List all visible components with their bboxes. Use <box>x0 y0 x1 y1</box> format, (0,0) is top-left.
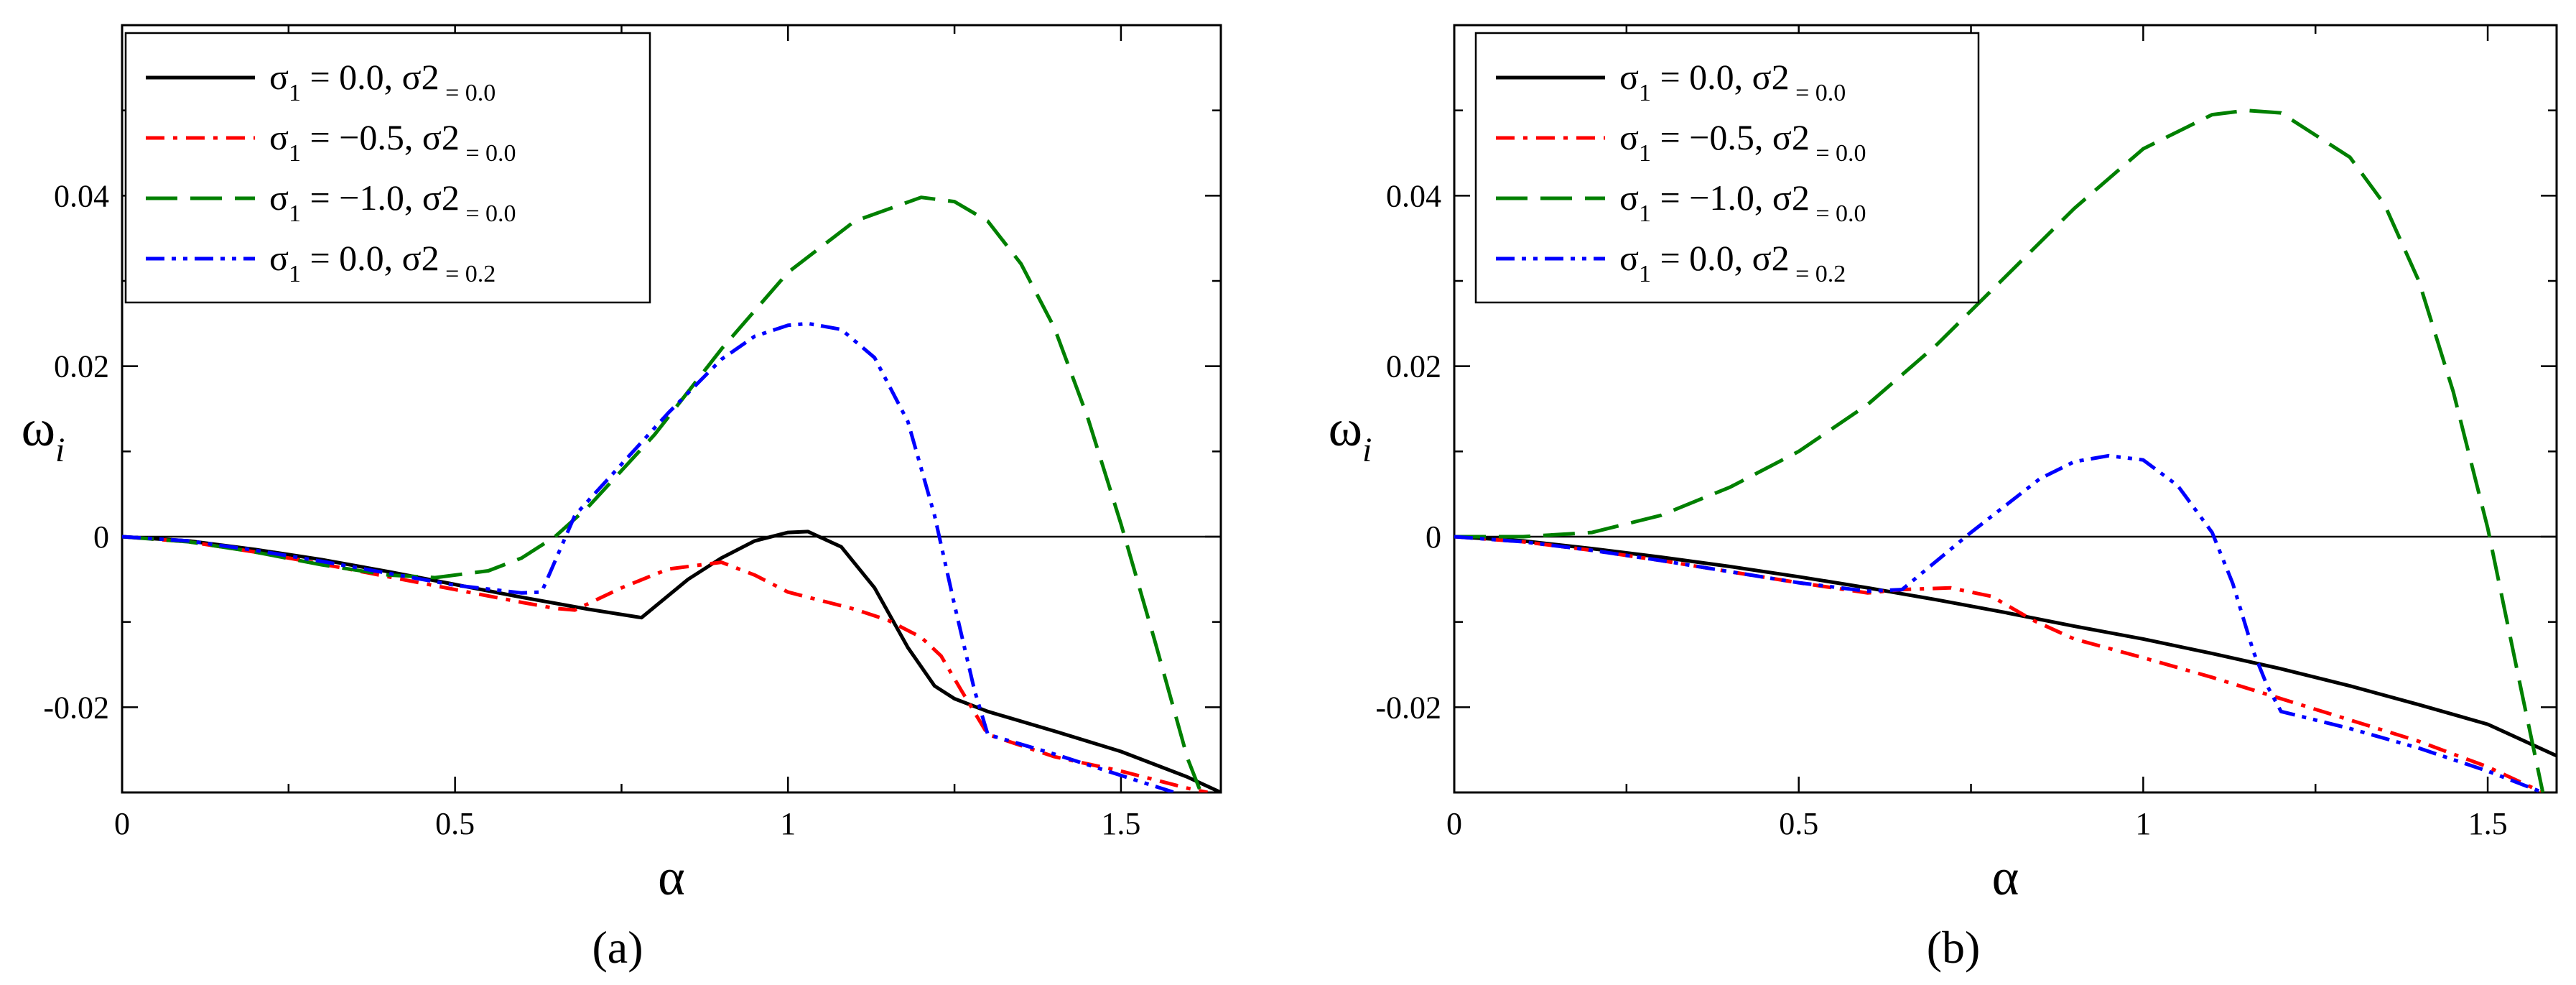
legend-text: = 0.0, σ <box>301 57 422 97</box>
plot-frame <box>121 24 1222 794</box>
legend-subscript: = 0.2 <box>1790 261 1846 287</box>
x-axis-label: α <box>658 848 685 906</box>
legend-text: 2 <box>1792 117 1810 157</box>
legend-subscript: = 0.0 <box>460 140 516 167</box>
legend-subscript: 1 <box>289 261 301 287</box>
x-tick-label: 0.5 <box>435 806 475 841</box>
legend-text: 2 <box>1792 177 1810 218</box>
legend-entry-3: σ1 = 0.0, σ2 = 0.2 <box>1619 238 1846 287</box>
legend-text: 2 <box>442 177 460 218</box>
y-tick-label: -0.02 <box>1375 690 1441 725</box>
y-tick-label: 0.04 <box>54 178 109 213</box>
series-line-3 <box>1454 453 2544 792</box>
legend-text: = 0.0, σ <box>1651 57 1772 97</box>
x-axis-label: α <box>1992 848 2019 906</box>
y-tick-label: 0.02 <box>1386 349 1441 384</box>
y-tick-label: -0.02 <box>43 690 109 725</box>
legend-subscript: = 0.0 <box>1810 140 1866 167</box>
legend-text: σ <box>269 177 289 218</box>
legend-subscript: 1 <box>1639 140 1651 167</box>
legend-subscript: 1 <box>289 140 301 167</box>
legend-subscript: 1 <box>289 200 301 227</box>
legend-text: 2 <box>1772 57 1790 97</box>
legend-text: σ <box>1619 177 1639 218</box>
legend-text: = −1.0, σ <box>301 177 442 218</box>
series-line-2 <box>122 195 1203 792</box>
legend-subscript: = 0.2 <box>440 261 496 287</box>
x-tick-label: 0 <box>1446 806 1462 841</box>
y-tick-label: 0.02 <box>54 349 109 384</box>
x-tick-label: 0 <box>114 806 130 841</box>
series-line-1 <box>1454 535 2544 792</box>
legend-entry-1: σ1 = −0.5, σ2 = 0.0 <box>269 117 516 167</box>
legend-subscript: 1 <box>1639 200 1651 227</box>
legend-entry-2: σ1 = −1.0, σ2 = 0.0 <box>269 177 516 227</box>
y-axis-label-main: ω <box>22 399 55 457</box>
legend-text: = 0.0, σ <box>1651 238 1772 278</box>
legend-text: = −1.0, σ <box>1651 177 1792 218</box>
legend-text: 2 <box>1772 238 1790 278</box>
legend-text: σ <box>1619 238 1639 278</box>
legend-entry-2: σ1 = −1.0, σ2 = 0.0 <box>1619 177 1866 227</box>
panel-label: (a) <box>592 922 643 973</box>
y-axis-label-subscript: i <box>55 431 65 469</box>
legend-subscript: = 0.0 <box>440 80 496 106</box>
series-line-1 <box>122 535 1209 792</box>
legend: σ1 = 0.0, σ2 = 0.0σ1 = −0.5, σ2 = 0.0σ1 … <box>1474 32 1980 304</box>
legend-entry-3: σ1 = 0.0, σ2 = 0.2 <box>269 238 496 287</box>
series-line-2 <box>1454 108 2545 792</box>
legend-subscript: = 0.0 <box>460 200 516 227</box>
legend-subscript: 1 <box>1639 80 1651 106</box>
legend-subscript: = 0.0 <box>1790 80 1846 106</box>
series-line-0 <box>1454 535 2557 758</box>
legend-text: = −0.5, σ <box>1651 117 1792 157</box>
legend-text: 2 <box>442 117 460 157</box>
legend-text: 2 <box>422 238 440 278</box>
y-axis-label: ωi <box>1329 399 1372 469</box>
y-tick-label: 0 <box>1426 519 1441 555</box>
y-axis-label: ωi <box>22 399 65 469</box>
legend-subscript: 1 <box>1639 261 1651 287</box>
legend-text: σ <box>269 117 289 157</box>
series-line-0 <box>122 530 1221 792</box>
legend-text: = 0.0, σ <box>301 238 422 278</box>
plot-frame <box>1453 24 2558 794</box>
legend-entry-0: σ1 = 0.0, σ2 = 0.0 <box>269 57 496 106</box>
series-line-3 <box>122 321 1175 792</box>
y-tick-label: 0.04 <box>1386 178 1441 213</box>
legend-entry-1: σ1 = −0.5, σ2 = 0.0 <box>1619 117 1866 167</box>
panel-label: (b) <box>1927 922 1981 973</box>
legend-entry-0: σ1 = 0.0, σ2 = 0.0 <box>1619 57 1846 106</box>
legend: σ1 = 0.0, σ2 = 0.0σ1 = −0.5, σ2 = 0.0σ1 … <box>124 32 651 304</box>
y-axis-label-subscript: i <box>1362 431 1372 469</box>
y-axis-label-main: ω <box>1329 399 1362 457</box>
legend-subscript: 1 <box>289 80 301 106</box>
x-tick-label: 1 <box>780 806 796 841</box>
legend-text: 2 <box>422 57 440 97</box>
legend-text: σ <box>1619 117 1639 157</box>
x-tick-label: 1 <box>2135 806 2151 841</box>
x-tick-label: 0.5 <box>1779 806 1818 841</box>
legend-text: σ <box>269 57 289 97</box>
legend-subscript: = 0.0 <box>1810 200 1866 227</box>
legend-text: σ <box>269 238 289 278</box>
legend-text: σ <box>1619 57 1639 97</box>
legend-text: = −0.5, σ <box>301 117 442 157</box>
x-tick-label: 1.5 <box>1101 806 1140 841</box>
x-tick-label: 1.5 <box>2468 806 2508 841</box>
y-tick-label: 0 <box>93 519 109 555</box>
